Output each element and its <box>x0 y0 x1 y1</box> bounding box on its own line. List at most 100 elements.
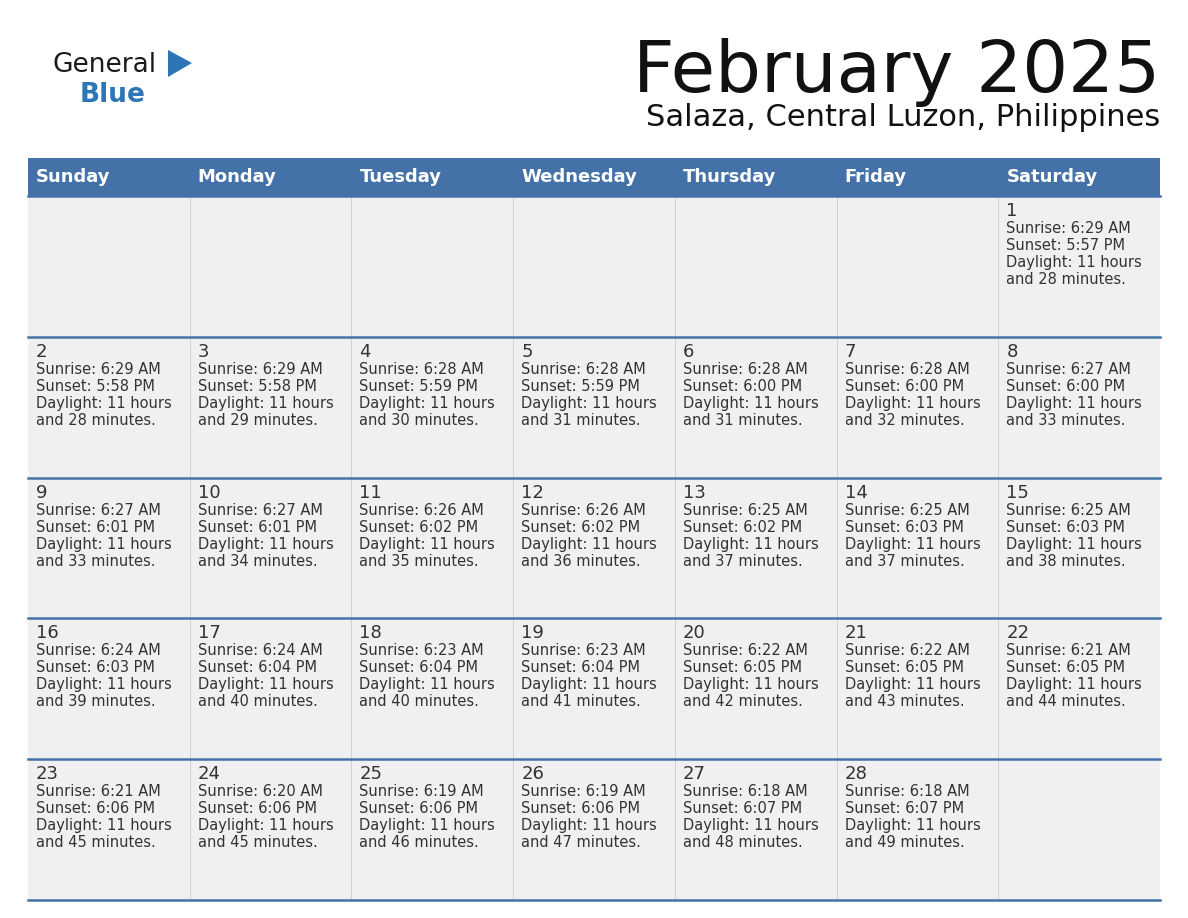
Text: Daylight: 11 hours: Daylight: 11 hours <box>845 537 980 552</box>
Text: 17: 17 <box>197 624 221 643</box>
Text: 25: 25 <box>360 766 383 783</box>
Text: and 30 minutes.: and 30 minutes. <box>360 413 479 428</box>
Polygon shape <box>168 50 192 77</box>
Text: Sunset: 6:05 PM: Sunset: 6:05 PM <box>1006 660 1125 676</box>
Text: 2: 2 <box>36 342 48 361</box>
Text: 18: 18 <box>360 624 383 643</box>
Text: Sunrise: 6:25 AM: Sunrise: 6:25 AM <box>683 502 808 518</box>
Text: Sunrise: 6:22 AM: Sunrise: 6:22 AM <box>845 644 969 658</box>
Text: Daylight: 11 hours: Daylight: 11 hours <box>360 677 495 692</box>
Text: 20: 20 <box>683 624 706 643</box>
Text: Sunset: 5:59 PM: Sunset: 5:59 PM <box>360 379 479 394</box>
Text: Sunrise: 6:28 AM: Sunrise: 6:28 AM <box>360 362 485 376</box>
Text: Blue: Blue <box>80 82 146 108</box>
Text: and 36 minutes.: and 36 minutes. <box>522 554 640 568</box>
Text: Sunrise: 6:18 AM: Sunrise: 6:18 AM <box>683 784 808 800</box>
Text: and 37 minutes.: and 37 minutes. <box>683 554 803 568</box>
Text: 26: 26 <box>522 766 544 783</box>
Text: Sunrise: 6:23 AM: Sunrise: 6:23 AM <box>360 644 484 658</box>
Text: Sunrise: 6:28 AM: Sunrise: 6:28 AM <box>522 362 646 376</box>
Text: Sunset: 5:57 PM: Sunset: 5:57 PM <box>1006 238 1125 253</box>
Text: Sunset: 6:02 PM: Sunset: 6:02 PM <box>360 520 479 534</box>
Text: and 40 minutes.: and 40 minutes. <box>360 694 479 710</box>
Text: Sunset: 6:03 PM: Sunset: 6:03 PM <box>36 660 154 676</box>
Text: Daylight: 11 hours: Daylight: 11 hours <box>522 396 657 410</box>
Text: Sunrise: 6:27 AM: Sunrise: 6:27 AM <box>36 502 160 518</box>
Text: Friday: Friday <box>845 168 906 186</box>
Text: and 31 minutes.: and 31 minutes. <box>683 413 802 428</box>
Text: Sunrise: 6:28 AM: Sunrise: 6:28 AM <box>845 362 969 376</box>
Text: Daylight: 11 hours: Daylight: 11 hours <box>683 818 819 834</box>
Text: Daylight: 11 hours: Daylight: 11 hours <box>683 537 819 552</box>
Text: 6: 6 <box>683 342 694 361</box>
Text: Daylight: 11 hours: Daylight: 11 hours <box>1006 677 1142 692</box>
Text: Daylight: 11 hours: Daylight: 11 hours <box>1006 255 1142 270</box>
Text: Sunrise: 6:29 AM: Sunrise: 6:29 AM <box>1006 221 1131 236</box>
Text: and 47 minutes.: and 47 minutes. <box>522 835 642 850</box>
Text: Sunset: 6:06 PM: Sunset: 6:06 PM <box>36 801 154 816</box>
Text: Sunset: 6:04 PM: Sunset: 6:04 PM <box>197 660 317 676</box>
Text: Sunset: 6:06 PM: Sunset: 6:06 PM <box>360 801 479 816</box>
Text: Daylight: 11 hours: Daylight: 11 hours <box>360 396 495 410</box>
Text: Sunrise: 6:27 AM: Sunrise: 6:27 AM <box>197 502 323 518</box>
Text: 19: 19 <box>522 624 544 643</box>
Text: 5: 5 <box>522 342 532 361</box>
Text: Daylight: 11 hours: Daylight: 11 hours <box>845 818 980 834</box>
Text: Daylight: 11 hours: Daylight: 11 hours <box>197 818 334 834</box>
Text: Daylight: 11 hours: Daylight: 11 hours <box>36 537 172 552</box>
Text: Daylight: 11 hours: Daylight: 11 hours <box>36 677 172 692</box>
Text: 14: 14 <box>845 484 867 501</box>
Text: 22: 22 <box>1006 624 1029 643</box>
Text: and 43 minutes.: and 43 minutes. <box>845 694 965 710</box>
Text: and 40 minutes.: and 40 minutes. <box>197 694 317 710</box>
Bar <box>29 477 1159 619</box>
Text: Daylight: 11 hours: Daylight: 11 hours <box>845 677 980 692</box>
Text: Sunset: 6:07 PM: Sunset: 6:07 PM <box>683 801 802 816</box>
Text: Sunset: 6:01 PM: Sunset: 6:01 PM <box>36 520 154 534</box>
Text: 7: 7 <box>845 342 857 361</box>
Text: Sunrise: 6:19 AM: Sunrise: 6:19 AM <box>360 784 484 800</box>
Text: and 41 minutes.: and 41 minutes. <box>522 694 640 710</box>
Text: Daylight: 11 hours: Daylight: 11 hours <box>197 396 334 410</box>
Text: 23: 23 <box>36 766 59 783</box>
Text: Sunrise: 6:21 AM: Sunrise: 6:21 AM <box>36 784 160 800</box>
Bar <box>29 337 1159 477</box>
Text: Sunrise: 6:26 AM: Sunrise: 6:26 AM <box>522 502 646 518</box>
Text: Sunset: 6:00 PM: Sunset: 6:00 PM <box>683 379 802 394</box>
Text: Salaza, Central Luzon, Philippines: Salaza, Central Luzon, Philippines <box>646 103 1159 132</box>
Text: Sunset: 6:04 PM: Sunset: 6:04 PM <box>360 660 479 676</box>
Text: and 44 minutes.: and 44 minutes. <box>1006 694 1126 710</box>
Text: Sunset: 6:02 PM: Sunset: 6:02 PM <box>522 520 640 534</box>
Text: Sunrise: 6:22 AM: Sunrise: 6:22 AM <box>683 644 808 658</box>
Text: Sunrise: 6:28 AM: Sunrise: 6:28 AM <box>683 362 808 376</box>
Text: 8: 8 <box>1006 342 1018 361</box>
Text: 16: 16 <box>36 624 58 643</box>
Text: Sunset: 6:05 PM: Sunset: 6:05 PM <box>683 660 802 676</box>
Text: Daylight: 11 hours: Daylight: 11 hours <box>1006 396 1142 410</box>
Bar <box>29 619 1159 759</box>
Text: and 38 minutes.: and 38 minutes. <box>1006 554 1126 568</box>
Text: and 35 minutes.: and 35 minutes. <box>360 554 479 568</box>
Text: Sunrise: 6:24 AM: Sunrise: 6:24 AM <box>36 644 160 658</box>
Text: Sunset: 6:03 PM: Sunset: 6:03 PM <box>845 520 963 534</box>
Text: Tuesday: Tuesday <box>360 168 442 186</box>
Text: Sunrise: 6:25 AM: Sunrise: 6:25 AM <box>845 502 969 518</box>
Text: and 46 minutes.: and 46 minutes. <box>360 835 479 850</box>
Text: 15: 15 <box>1006 484 1029 501</box>
Text: and 37 minutes.: and 37 minutes. <box>845 554 965 568</box>
Text: Daylight: 11 hours: Daylight: 11 hours <box>360 537 495 552</box>
Text: Sunrise: 6:23 AM: Sunrise: 6:23 AM <box>522 644 646 658</box>
Text: 11: 11 <box>360 484 383 501</box>
Text: Daylight: 11 hours: Daylight: 11 hours <box>36 818 172 834</box>
Text: Sunrise: 6:26 AM: Sunrise: 6:26 AM <box>360 502 485 518</box>
Text: and 45 minutes.: and 45 minutes. <box>36 835 156 850</box>
Text: General: General <box>52 52 156 78</box>
Text: Daylight: 11 hours: Daylight: 11 hours <box>683 396 819 410</box>
Text: and 48 minutes.: and 48 minutes. <box>683 835 803 850</box>
Text: Sunset: 5:58 PM: Sunset: 5:58 PM <box>36 379 154 394</box>
Text: 1: 1 <box>1006 202 1018 220</box>
Text: Sunset: 6:00 PM: Sunset: 6:00 PM <box>1006 379 1125 394</box>
Text: 10: 10 <box>197 484 220 501</box>
Text: 4: 4 <box>360 342 371 361</box>
Text: Sunrise: 6:19 AM: Sunrise: 6:19 AM <box>522 784 646 800</box>
